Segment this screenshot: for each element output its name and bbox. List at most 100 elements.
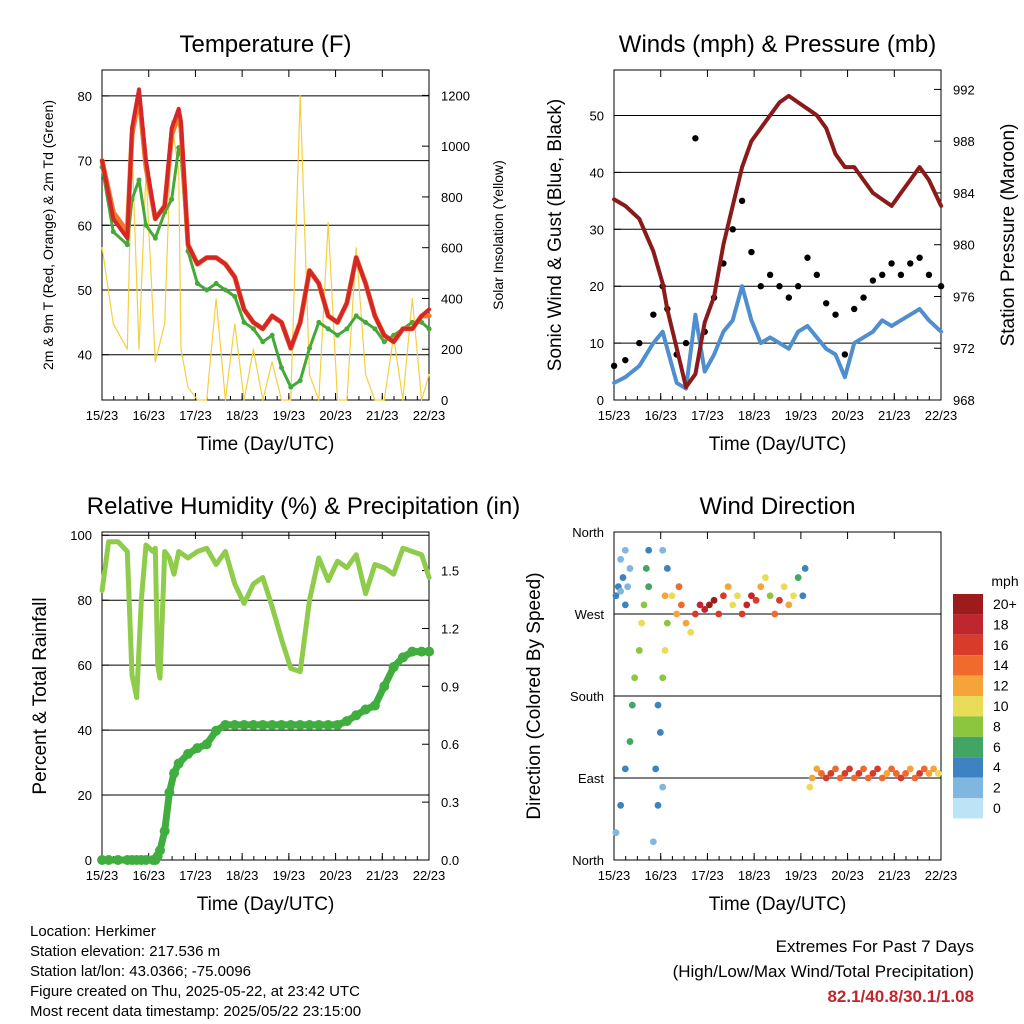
gust-point <box>832 311 839 318</box>
station-latlon: Station lat/lon: 43.0366; -75.0096 <box>30 963 252 980</box>
direction-point <box>806 783 814 791</box>
direction-point <box>701 606 709 613</box>
gust-point <box>804 254 811 261</box>
figure-created: Figure created on Thu, 2025-05-22, at 23… <box>30 983 360 1000</box>
direction-point <box>654 801 662 809</box>
rain-point <box>173 758 184 769</box>
gust-point <box>636 339 643 347</box>
direction-point <box>663 619 671 627</box>
dewpoint-point <box>344 326 350 332</box>
rain-point <box>416 646 427 657</box>
y-tick-label: 70 <box>78 154 92 169</box>
x-tick-label: 15/23 <box>598 408 631 423</box>
x-tick-label: 21/23 <box>366 408 399 423</box>
rain-point <box>424 646 435 657</box>
legend-label: 6 <box>993 739 1001 755</box>
dewpoint-point <box>325 326 331 332</box>
direction-point <box>645 583 653 591</box>
direction-point <box>864 774 872 782</box>
y2-tick-label: 980 <box>953 238 975 253</box>
dewpoint-point <box>169 196 175 202</box>
gust-point <box>916 254 923 261</box>
direction-point <box>874 765 881 773</box>
direction-point <box>902 770 909 777</box>
temperature-panel: Temperature (F) 15/23 16/23 17/23 18/23 19/23… <box>40 31 506 455</box>
direction-point <box>673 610 681 618</box>
y-tick-label: 40 <box>78 348 92 363</box>
direction-point <box>720 592 727 600</box>
y2-tick-label: 0.9 <box>441 679 459 694</box>
y-tick-label: 50 <box>78 283 92 298</box>
dewpoint-point <box>297 378 303 384</box>
gust-point <box>907 260 914 267</box>
y2-tick-label: 984 <box>953 186 975 201</box>
y-tick-label: 30 <box>590 222 604 237</box>
x-tick-label: 19/23 <box>273 408 306 423</box>
rain-point <box>285 719 296 730</box>
extremes-subtitle: (High/Low/Max Wind/Total Precipitation) <box>672 962 974 981</box>
gust-point <box>813 271 821 279</box>
direction-point <box>860 765 867 773</box>
y2-tick-label: 0.3 <box>441 795 459 810</box>
winds-pressure-panel: Winds (mph) & Pressure (mb) 15/23 16/23 17/… <box>545 31 1019 455</box>
direction-point <box>724 583 732 591</box>
direction-point <box>925 770 933 777</box>
rain-point <box>159 826 170 837</box>
direction-point <box>661 592 669 600</box>
gust-point <box>851 305 858 313</box>
legend-label: 10 <box>993 698 1009 714</box>
x-tick-label: 19/23 <box>785 868 818 883</box>
y2-tick-label: 972 <box>953 341 975 356</box>
dewpoint-point <box>426 326 432 332</box>
gust-point <box>610 362 618 370</box>
dewpoint-point <box>260 339 266 345</box>
y-tick-label: 50 <box>590 109 604 124</box>
gust-point <box>925 271 933 279</box>
x-axis-label: Time (Day/UTC) <box>197 434 335 455</box>
direction-point <box>675 583 683 591</box>
rain-point <box>407 646 418 657</box>
y2-tick-label: 0.6 <box>441 737 459 752</box>
dewpoint-point <box>241 319 247 325</box>
series-pressure <box>612 93 944 390</box>
legend-swatch <box>953 614 983 635</box>
direction-point <box>635 647 643 654</box>
dewpoint-point <box>335 332 341 338</box>
direction-point <box>621 601 629 609</box>
dewpoint-point <box>232 293 238 299</box>
dewpoint-point <box>143 222 149 228</box>
dewpoint-point <box>222 287 228 293</box>
y-axis-label: Sonic Wind & Gust (Blue, Black) <box>545 99 566 371</box>
rain-point <box>360 704 371 715</box>
dewpoint-point <box>250 326 256 332</box>
extremes-title: Extremes For Past 7 Days <box>775 937 974 956</box>
direction-point <box>752 596 760 604</box>
direction-point <box>612 592 620 600</box>
x-tick-label: 22/23 <box>925 868 958 883</box>
rain-point <box>267 719 278 730</box>
gust-point <box>841 351 849 358</box>
rain-point <box>323 719 334 730</box>
y-tick-label: 20 <box>590 279 604 294</box>
direction-point <box>649 838 657 846</box>
direction-point <box>897 774 905 782</box>
y-tick-label: South <box>570 689 604 704</box>
rain-point <box>155 845 166 856</box>
direction-point <box>691 610 699 618</box>
y-tick-label: 40 <box>78 723 92 738</box>
plot-frame <box>101 69 430 401</box>
dewpoint-point <box>307 345 313 351</box>
x-tick-label: 18/23 <box>226 408 259 423</box>
legend-title: mph <box>991 573 1018 589</box>
dewpoint-point <box>152 235 158 241</box>
x-tick-label: 17/23 <box>691 408 724 423</box>
y-tick-label: West <box>575 607 605 622</box>
direction-point <box>663 565 671 572</box>
x-tick-label: 17/23 <box>179 868 212 883</box>
direction-point <box>888 765 895 773</box>
dewpoint-point <box>372 326 378 332</box>
rain-point <box>295 719 306 730</box>
y-axis-label: 2m & 9m T (Red, Orange) & 2m Td (Green) <box>40 100 56 370</box>
direction-point <box>696 601 704 609</box>
